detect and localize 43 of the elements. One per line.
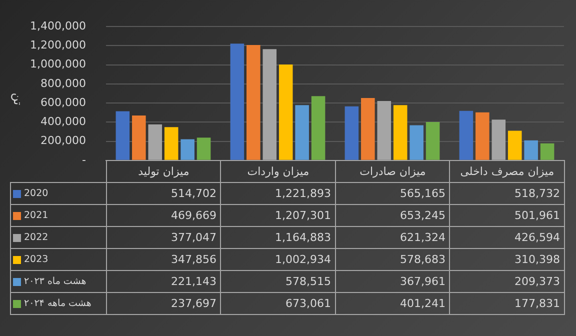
data-label: 469,669 xyxy=(106,204,221,227)
y-tick-label: 1,400,000 xyxy=(30,19,86,32)
y-tick-label: 1,000,000 xyxy=(30,58,86,71)
data-label: 578,515 xyxy=(220,270,336,293)
data-label: 426,594 xyxy=(450,226,564,249)
data-label: 578,683 xyxy=(335,248,450,271)
y-tick-label: - xyxy=(82,153,86,166)
data-label: 347,856 xyxy=(106,248,221,271)
legend-label: 2021 xyxy=(24,210,48,222)
data-label: 221,143 xyxy=(106,270,221,293)
data-label: 653,245 xyxy=(335,204,450,227)
legend-label: 2022 xyxy=(24,232,48,244)
data-label: 673,061 xyxy=(220,292,336,315)
data-label: 310,398 xyxy=(450,248,564,271)
data-label: 514,702 xyxy=(106,182,221,205)
data-label: 377,047 xyxy=(106,226,221,249)
data-label: 367,961 xyxy=(335,270,450,293)
data-label: 237,697 xyxy=(106,292,221,315)
data-label: 565,165 xyxy=(335,182,450,205)
data-label: 209,373 xyxy=(450,270,564,293)
data-label: 1,164,883 xyxy=(220,226,336,249)
y-tick-label: 600,000 xyxy=(40,96,86,109)
data-label: 621,324 xyxy=(335,226,450,249)
x-tick-label: میزان تولید xyxy=(106,160,221,183)
y-axis-title: تن xyxy=(11,92,26,106)
data-label: 401,241 xyxy=(335,292,450,315)
y-tick-label: 400,000 xyxy=(40,115,86,128)
data-label: 1,002,934 xyxy=(220,248,336,271)
legend-label: 2020 xyxy=(24,188,48,200)
data-label: 1,207,301 xyxy=(220,204,336,227)
data-label: 518,732 xyxy=(450,182,564,205)
data-label: 1,221,893 xyxy=(220,182,336,205)
y-tick-label: 200,000 xyxy=(40,134,86,148)
data-label: 177,831 xyxy=(450,292,564,315)
legend-label: 2023 xyxy=(24,254,48,266)
y-tick-label: 1,200,000 xyxy=(30,38,86,52)
x-tick-label: میزان واردات xyxy=(220,160,336,183)
legend-label: هشت ماه ۲۰۲۳ xyxy=(24,276,86,288)
y-tick-label: 800,000 xyxy=(40,76,86,90)
data-label: 501,961 xyxy=(450,204,564,227)
legend-label: هشت ماهه ۲۰۲۴ xyxy=(24,298,92,310)
x-tick-label: میزان صادرات xyxy=(335,160,450,183)
x-tick-label: میزان مصرف داخلی xyxy=(450,160,564,183)
